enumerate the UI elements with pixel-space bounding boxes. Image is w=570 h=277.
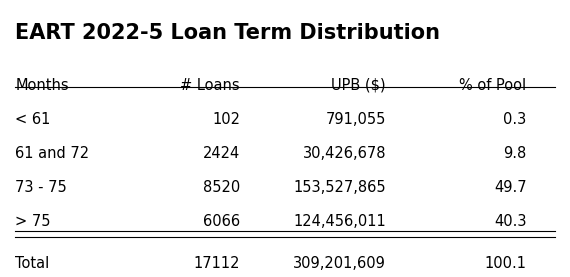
Text: # Loans: # Loans (181, 78, 240, 93)
Text: Total: Total (15, 256, 50, 271)
Text: 100.1: 100.1 (484, 256, 527, 271)
Text: 0.3: 0.3 (503, 112, 527, 127)
Text: 102: 102 (212, 112, 240, 127)
Text: 6066: 6066 (203, 214, 240, 229)
Text: 153,527,865: 153,527,865 (294, 180, 386, 195)
Text: 61 and 72: 61 and 72 (15, 146, 89, 161)
Text: 40.3: 40.3 (494, 214, 527, 229)
Text: 8520: 8520 (203, 180, 240, 195)
Text: 124,456,011: 124,456,011 (294, 214, 386, 229)
Text: 2424: 2424 (203, 146, 240, 161)
Text: 309,201,609: 309,201,609 (293, 256, 386, 271)
Text: 49.7: 49.7 (494, 180, 527, 195)
Text: < 61: < 61 (15, 112, 51, 127)
Text: 17112: 17112 (194, 256, 240, 271)
Text: EART 2022-5 Loan Term Distribution: EART 2022-5 Loan Term Distribution (15, 22, 441, 43)
Text: 791,055: 791,055 (325, 112, 386, 127)
Text: Months: Months (15, 78, 69, 93)
Text: UPB ($): UPB ($) (332, 78, 386, 93)
Text: 30,426,678: 30,426,678 (303, 146, 386, 161)
Text: 73 - 75: 73 - 75 (15, 180, 67, 195)
Text: % of Pool: % of Pool (459, 78, 527, 93)
Text: 9.8: 9.8 (503, 146, 527, 161)
Text: > 75: > 75 (15, 214, 51, 229)
